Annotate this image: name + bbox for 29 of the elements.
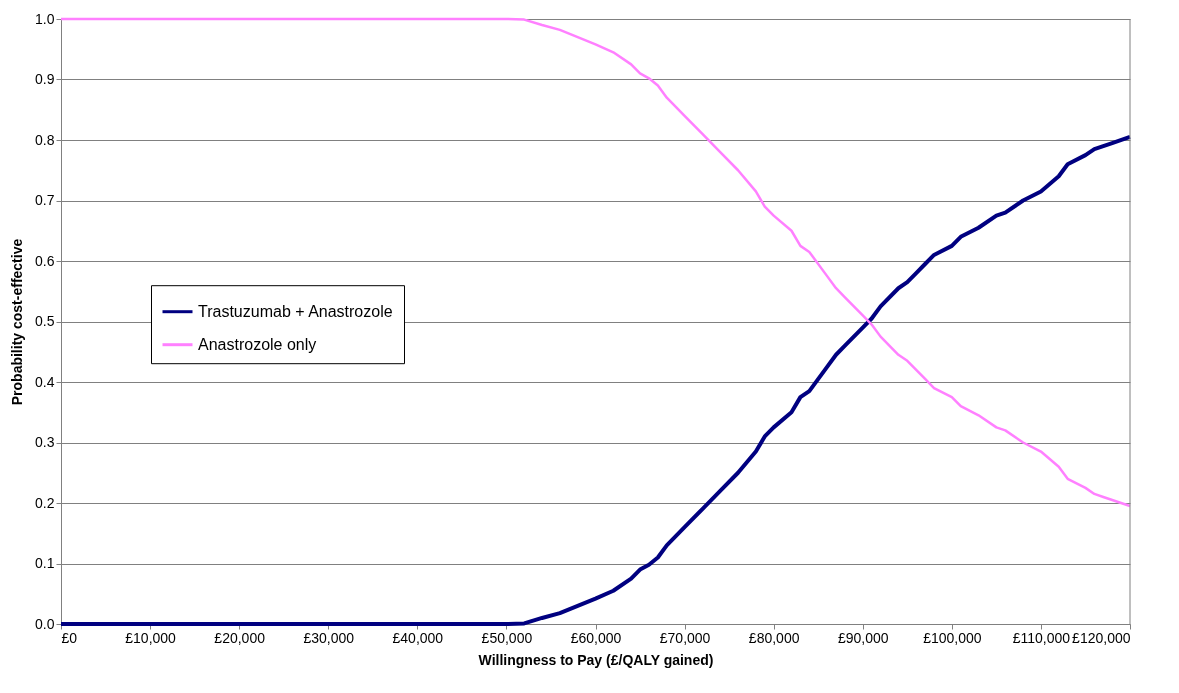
x-tick-label: £30,000 <box>303 629 355 646</box>
y-tick-label: 0.0 <box>35 615 55 632</box>
x-tick-label: £60,000 <box>570 629 622 646</box>
y-tick-label: 1.0 <box>35 10 55 27</box>
legend-label: Anastrozole only <box>198 335 317 353</box>
y-tick-label: 0.5 <box>35 313 55 329</box>
x-tick-label: £70,000 <box>659 629 711 646</box>
legend-label: Trastuzumab + Anastrozole <box>198 302 393 320</box>
x-tick-label: £50,000 <box>481 629 533 646</box>
y-tick-label: 0.8 <box>35 131 55 148</box>
y-tick-label: 0.7 <box>35 192 55 208</box>
y-tick-label: 0.1 <box>35 555 55 571</box>
x-tick-label: £80,000 <box>748 629 800 646</box>
y-tick-label: 0.2 <box>35 494 55 511</box>
x-axis-title: Willingness to Pay (£/QALY gained) <box>478 651 714 668</box>
x-tick-label: £120,000 <box>1072 629 1131 646</box>
y-tick-label: 0.4 <box>35 373 55 390</box>
y-tick-label: 0.3 <box>35 434 55 450</box>
x-tick-label: £0 <box>61 629 78 646</box>
y-tick-label: 0.6 <box>35 252 55 269</box>
x-tick-label: £20,000 <box>214 629 266 646</box>
x-tick-label: £90,000 <box>837 629 889 646</box>
x-tick-label: £100,000 <box>923 629 982 646</box>
x-tick-label: £110,000 <box>1012 629 1071 646</box>
line-series <box>59 134 1132 626</box>
y-axis-title: Probability cost-effective <box>9 238 26 406</box>
y-tick-label: 0.9 <box>35 71 55 87</box>
x-tick-label: £10,000 <box>125 629 177 646</box>
x-tick-label: £40,000 <box>392 629 444 646</box>
